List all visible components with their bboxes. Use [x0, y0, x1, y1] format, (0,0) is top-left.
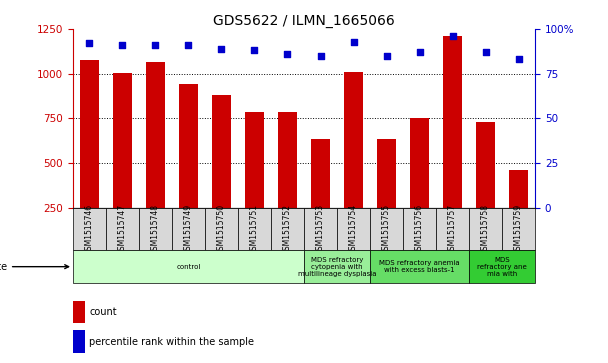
Point	[447, 33, 457, 39]
Point	[382, 53, 392, 59]
Point	[216, 46, 226, 52]
Bar	[337, 208, 370, 250]
Text: GSM1515748: GSM1515748	[151, 204, 160, 254]
Bar	[139, 208, 172, 250]
Point	[117, 42, 127, 48]
Point	[151, 42, 161, 48]
Bar	[244, 112, 264, 208]
Bar	[311, 139, 330, 208]
Point	[514, 57, 523, 62]
Point	[85, 40, 94, 46]
Bar	[304, 208, 337, 250]
Text: control: control	[176, 264, 201, 270]
Bar	[112, 73, 133, 208]
Title: GDS5622 / ILMN_1665066: GDS5622 / ILMN_1665066	[213, 14, 395, 28]
Bar	[469, 208, 502, 250]
Bar	[278, 112, 297, 208]
Bar	[344, 72, 364, 208]
Point	[316, 53, 325, 59]
Text: GSM1515757: GSM1515757	[448, 204, 457, 254]
Text: GSM1515746: GSM1515746	[85, 204, 94, 254]
Bar	[212, 95, 232, 208]
Bar	[509, 170, 528, 208]
Bar	[410, 118, 429, 208]
Bar	[475, 122, 496, 208]
Text: disease state: disease state	[0, 262, 69, 272]
Bar	[403, 208, 436, 250]
Bar	[73, 301, 85, 323]
Bar	[376, 139, 396, 208]
Text: GSM1515753: GSM1515753	[316, 204, 325, 254]
Point	[184, 42, 193, 48]
Bar	[443, 36, 463, 208]
Text: GSM1515756: GSM1515756	[415, 204, 424, 254]
Text: MDS refractory anemia
with excess blasts-1: MDS refractory anemia with excess blasts…	[379, 260, 460, 273]
Text: GSM1515751: GSM1515751	[250, 204, 259, 254]
Bar	[106, 208, 139, 250]
Point	[283, 51, 292, 57]
Point	[415, 49, 424, 55]
Bar	[238, 208, 271, 250]
Text: GSM1515749: GSM1515749	[184, 204, 193, 254]
Bar	[73, 250, 304, 283]
Bar	[73, 330, 85, 353]
Point	[348, 38, 358, 44]
Bar	[304, 250, 370, 283]
Bar	[370, 208, 403, 250]
Bar	[436, 208, 469, 250]
Text: MDS
refractory ane
mia with: MDS refractory ane mia with	[477, 257, 527, 277]
Bar	[370, 250, 469, 283]
Bar	[145, 62, 165, 208]
Point	[481, 49, 491, 55]
Bar	[172, 208, 205, 250]
Bar	[469, 250, 535, 283]
Point	[250, 48, 260, 53]
Text: GSM1515750: GSM1515750	[217, 204, 226, 254]
Text: GSM1515758: GSM1515758	[481, 204, 490, 254]
Text: count: count	[89, 307, 117, 317]
Text: MDS refractory
cytopenia with
multilineage dysplasia: MDS refractory cytopenia with multilinea…	[298, 257, 376, 277]
Text: percentile rank within the sample: percentile rank within the sample	[89, 337, 254, 347]
Bar	[271, 208, 304, 250]
Bar	[502, 208, 535, 250]
Text: GSM1515755: GSM1515755	[382, 204, 391, 254]
Text: GSM1515747: GSM1515747	[118, 204, 127, 254]
Bar	[179, 85, 198, 208]
Bar	[80, 60, 99, 208]
Text: GSM1515759: GSM1515759	[514, 204, 523, 254]
Text: GSM1515752: GSM1515752	[283, 204, 292, 254]
Bar	[73, 208, 106, 250]
Text: GSM1515754: GSM1515754	[349, 204, 358, 254]
Bar	[205, 208, 238, 250]
